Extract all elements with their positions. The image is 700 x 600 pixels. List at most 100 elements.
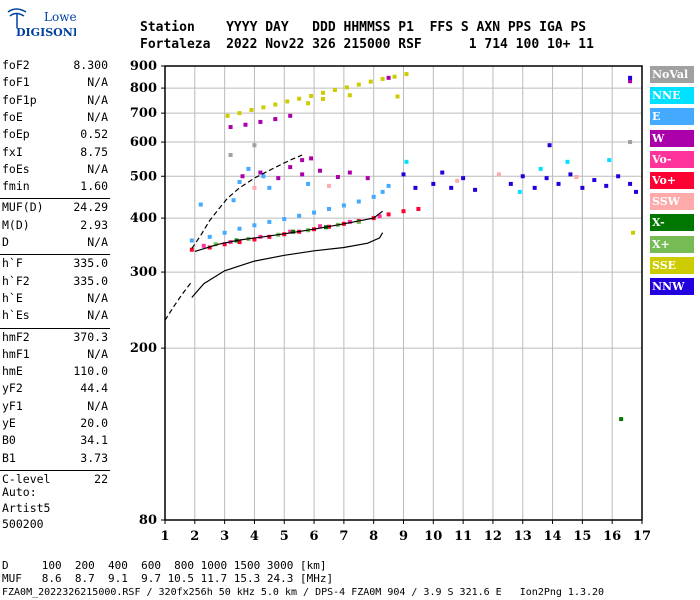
param-value: N/A <box>87 75 108 90</box>
data-point <box>237 179 242 184</box>
logo-line2: DIGISONDE <box>16 26 76 39</box>
data-point <box>455 178 460 183</box>
data-point <box>240 174 245 179</box>
data-point <box>386 212 391 217</box>
auto-label: Auto: <box>2 485 37 499</box>
data-point <box>377 214 382 219</box>
param-key: fmin <box>2 179 30 194</box>
data-point <box>189 247 194 252</box>
data-point <box>347 219 352 224</box>
x-tick-label: 6 <box>310 529 319 544</box>
param-key: h`F <box>2 256 23 271</box>
data-point <box>568 172 573 177</box>
data-point <box>404 72 409 77</box>
param-key: foF1 <box>2 75 30 90</box>
data-point <box>222 230 227 235</box>
header-row-values: Fortaleza 2022 Nov22 326 215000 RSF 1 71… <box>140 37 594 52</box>
legend-item: NNE <box>650 87 694 105</box>
param-key: yE <box>2 416 16 430</box>
y-tick-label: 800 <box>130 81 157 96</box>
param-row: yF1 N/A <box>2 399 108 416</box>
param-row: hmF1 N/A <box>2 347 108 364</box>
data-point <box>604 183 609 188</box>
data-point <box>416 206 421 211</box>
data-point <box>291 229 296 234</box>
legend-item: X- <box>650 214 694 232</box>
data-point <box>592 178 597 183</box>
data-point <box>273 102 278 107</box>
footer-distance-row: D 100 200 400 600 800 1000 1500 3000 [km… <box>2 559 327 572</box>
data-point <box>321 96 326 101</box>
x-tick-label: 9 <box>399 529 408 544</box>
profile-curve <box>164 281 193 321</box>
param-separator <box>0 198 110 200</box>
x-tick-label: 2 <box>190 529 199 544</box>
data-point <box>628 140 633 145</box>
data-point <box>213 242 218 247</box>
header-row-labels: Station YYYY DAY DDD HHMMSS P1 FFS S AXN… <box>140 20 587 35</box>
y-tick-label: 600 <box>130 135 157 150</box>
param-key: foEs <box>2 161 30 176</box>
param-row: hmF2 370.3 <box>2 330 108 347</box>
data-point <box>538 166 543 171</box>
x-tick-label: 8 <box>369 529 378 544</box>
param-value: 335.0 <box>73 256 108 271</box>
param-key: yF2 <box>2 381 23 396</box>
data-point <box>628 181 633 186</box>
param-value: 8.75 <box>80 144 108 159</box>
data-point <box>237 226 242 231</box>
param-key: C-level <box>2 471 51 486</box>
legend-item: NNW <box>650 278 694 295</box>
data-point <box>258 170 263 175</box>
data-point <box>267 219 272 224</box>
param-row: C-level 22 <box>2 472 108 489</box>
data-point <box>401 209 406 214</box>
data-point <box>517 189 522 194</box>
data-point <box>431 181 436 186</box>
param-key: yF1 <box>2 398 23 413</box>
data-point <box>252 223 257 228</box>
legend-item: W <box>650 129 694 147</box>
param-key: hmF2 <box>2 329 30 344</box>
data-point <box>288 113 293 118</box>
param-row: foEs N/A <box>2 162 108 179</box>
legend-item: SSE <box>650 256 694 274</box>
data-point <box>252 185 257 190</box>
logo-dish-icon <box>7 8 27 28</box>
param-value: N/A <box>87 346 108 361</box>
param-value: N/A <box>87 235 108 249</box>
param-key: fxI <box>2 144 23 159</box>
data-point <box>285 99 290 104</box>
legend-item: E <box>650 108 694 126</box>
data-point <box>347 93 352 98</box>
legend-item: X+ <box>650 235 694 253</box>
data-point <box>401 172 406 177</box>
data-point <box>249 107 254 112</box>
y-tick-label: 200 <box>130 341 157 356</box>
param-row: foF2 8.300 <box>2 58 108 75</box>
data-point <box>461 176 466 181</box>
data-point <box>395 94 400 99</box>
data-point <box>392 74 397 79</box>
data-point <box>332 87 337 92</box>
data-point <box>318 224 323 229</box>
data-point <box>580 185 585 190</box>
x-tick-label: 3 <box>220 529 229 544</box>
data-point <box>309 93 314 98</box>
data-point <box>365 176 370 181</box>
data-point <box>297 96 302 101</box>
data-point <box>321 90 326 95</box>
data-point <box>380 189 385 194</box>
data-point <box>574 175 579 180</box>
data-point <box>380 76 385 81</box>
data-point <box>631 230 636 235</box>
data-point <box>231 198 236 203</box>
data-point <box>261 174 266 179</box>
data-point <box>258 119 263 124</box>
param-row: foF1 N/A <box>2 75 108 92</box>
data-point <box>297 213 302 218</box>
param-value: N/A <box>87 161 108 176</box>
param-row: D N/A <box>2 235 108 252</box>
x-tick-label: 12 <box>484 529 502 544</box>
data-point <box>326 206 331 211</box>
